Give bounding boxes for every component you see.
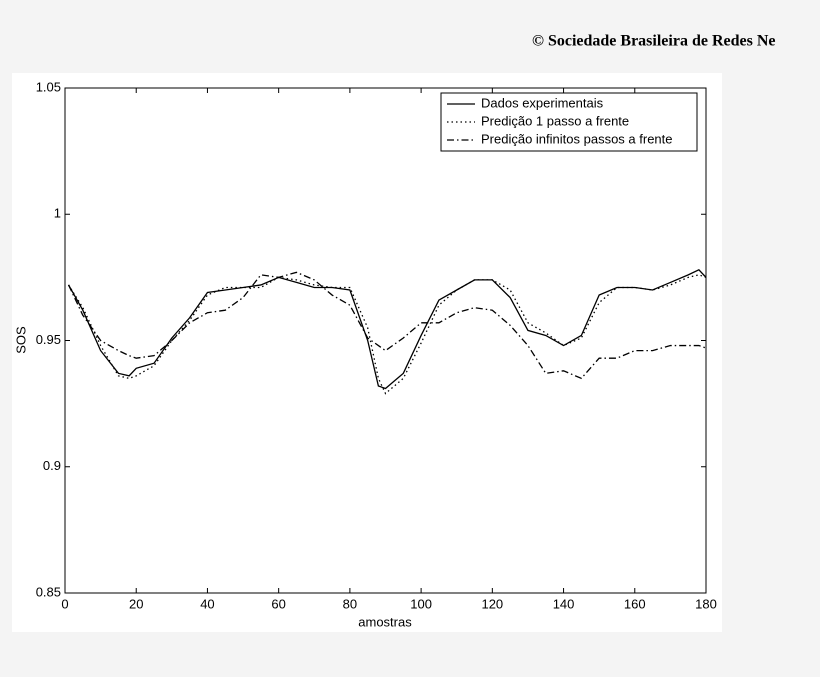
x-tick-label: 140 [553, 596, 575, 611]
y-tick-label: 0.95 [36, 332, 61, 347]
x-tick-label: 60 [271, 596, 285, 611]
x-tick-label: 0 [61, 596, 68, 611]
y-tick-label: 0.85 [36, 584, 61, 599]
x-tick-label: 20 [129, 596, 143, 611]
x-tick-label: 80 [343, 596, 357, 611]
x-tick-label: 180 [695, 596, 717, 611]
panel [12, 73, 722, 632]
x-tick-label: 100 [410, 596, 432, 611]
legend-label: Predição 1 passo a frente [481, 113, 629, 128]
series-line [67, 271, 707, 380]
x-axis-label: amostras [358, 614, 412, 629]
x-tick-label: 120 [481, 596, 503, 611]
y-axis-label: SOS [13, 326, 28, 354]
legend-box [440, 92, 698, 152]
series-line [68, 274, 707, 395]
y-tick-label: 0.9 [43, 458, 61, 473]
y-tick-label: 1 [54, 206, 61, 221]
x-tick-label: 40 [200, 596, 214, 611]
series-line [67, 269, 707, 390]
legend-label: Predição infinitos passos a frente [481, 131, 673, 146]
note: © Sociedade Brasileira de Redes Ne [532, 33, 775, 50]
legend-label: Dados experimentais [481, 95, 604, 110]
x-tick-label: 160 [624, 596, 646, 611]
y-tick-label: 1.05 [36, 79, 61, 94]
